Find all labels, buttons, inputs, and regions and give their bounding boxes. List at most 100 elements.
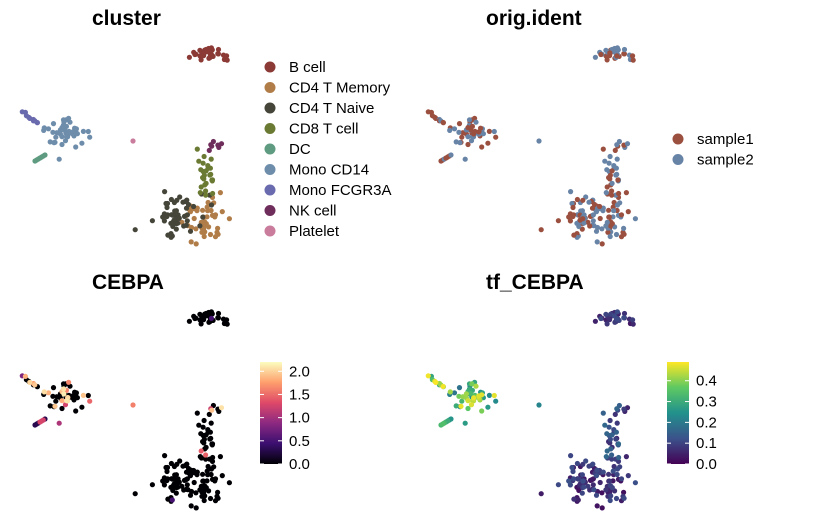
data-point <box>579 208 586 214</box>
legend-cluster: B cell CD4 T Memory CD4 T Naive CD8 T cell D… <box>264 59 392 240</box>
data-point <box>59 134 65 140</box>
data-point <box>184 476 190 482</box>
data-point <box>583 458 589 464</box>
data-point <box>204 478 210 484</box>
data-point <box>59 141 65 148</box>
data-point <box>621 46 628 53</box>
data-point <box>591 487 597 493</box>
data-point <box>568 189 574 195</box>
data-point <box>632 216 639 222</box>
data-point <box>593 228 600 234</box>
data-point <box>197 487 203 493</box>
legend-key <box>264 143 276 155</box>
data-point <box>168 196 174 203</box>
data-point <box>479 392 485 398</box>
data-point <box>42 152 48 158</box>
data-point <box>173 226 179 232</box>
data-point <box>171 481 177 487</box>
data-point <box>209 177 215 183</box>
data-point <box>616 454 622 461</box>
data-point <box>160 214 166 220</box>
data-point <box>205 472 211 478</box>
data-point <box>623 454 630 460</box>
data-point <box>161 218 167 224</box>
data-point <box>198 431 204 437</box>
data-point <box>491 128 497 135</box>
data-point <box>215 310 222 317</box>
data-point <box>602 422 608 428</box>
legend-key <box>264 164 276 175</box>
data-point <box>188 503 194 509</box>
data-point <box>212 212 219 218</box>
data-point <box>621 315 627 321</box>
colorbar-tick-label: 0.0 <box>696 456 717 473</box>
data-point <box>469 123 475 129</box>
data-point <box>173 490 179 496</box>
data-point <box>61 391 67 397</box>
data-point <box>609 485 615 491</box>
data-point <box>180 463 186 469</box>
legend-key <box>264 82 276 93</box>
data-point <box>201 417 207 424</box>
data-point <box>184 218 190 224</box>
data-point <box>630 57 636 63</box>
data-point <box>599 505 605 511</box>
data-point <box>598 51 604 58</box>
data-point <box>200 207 206 213</box>
data-point <box>590 461 596 467</box>
data-point <box>606 175 612 181</box>
data-point <box>198 448 204 454</box>
data-point <box>173 208 179 214</box>
data-point <box>174 461 180 467</box>
data-point <box>173 472 179 478</box>
data-point <box>198 57 204 63</box>
data-point <box>168 484 174 490</box>
data-point <box>480 131 486 137</box>
data-point <box>607 497 613 504</box>
data-point <box>613 436 619 442</box>
legend-key <box>264 123 276 134</box>
data-point <box>191 215 197 222</box>
colorbar-tick-label: 0.1 <box>696 435 717 452</box>
data-point <box>609 180 615 186</box>
data-point <box>597 479 603 486</box>
data-point <box>200 424 206 430</box>
data-point <box>621 495 627 501</box>
chart-title-orig-ident: orig.ident <box>486 7 582 30</box>
colorbar-tick-label: 0.4 <box>696 373 717 390</box>
data-point <box>614 309 621 315</box>
data-point <box>208 45 214 51</box>
colorbar-ticks-tf-cebpa: 0.0 0.1 0.2 0.3 0.4 <box>667 373 717 473</box>
data-point <box>609 452 615 458</box>
data-point <box>459 398 465 404</box>
legend-label: CD8 T cell <box>289 121 358 138</box>
data-point <box>191 203 197 210</box>
data-point <box>215 51 221 57</box>
data-point <box>161 482 167 488</box>
legend-key <box>264 225 276 237</box>
data-point <box>604 431 610 437</box>
data-point <box>456 393 462 399</box>
data-point <box>194 146 200 152</box>
data-point <box>193 490 199 496</box>
data-point <box>207 495 214 502</box>
data-point <box>203 452 209 458</box>
legend-key <box>672 154 684 165</box>
legend-orig-ident: sample1 sample2 <box>672 131 754 169</box>
data-point <box>440 119 446 126</box>
data-point <box>212 476 219 482</box>
data-point <box>604 167 610 173</box>
data-point <box>163 464 169 471</box>
data-point <box>615 177 621 183</box>
data-point <box>538 227 544 233</box>
data-point <box>599 241 605 247</box>
data-point <box>425 373 431 379</box>
data-point <box>592 54 599 60</box>
data-point <box>45 126 52 132</box>
legend-label: Mono FCGR3A <box>289 182 392 199</box>
chart-title-tf-cebpa: tf_CEBPA <box>486 271 584 294</box>
data-point <box>201 233 207 240</box>
data-point <box>538 491 544 497</box>
data-point <box>621 406 627 412</box>
legend-key <box>264 184 276 196</box>
